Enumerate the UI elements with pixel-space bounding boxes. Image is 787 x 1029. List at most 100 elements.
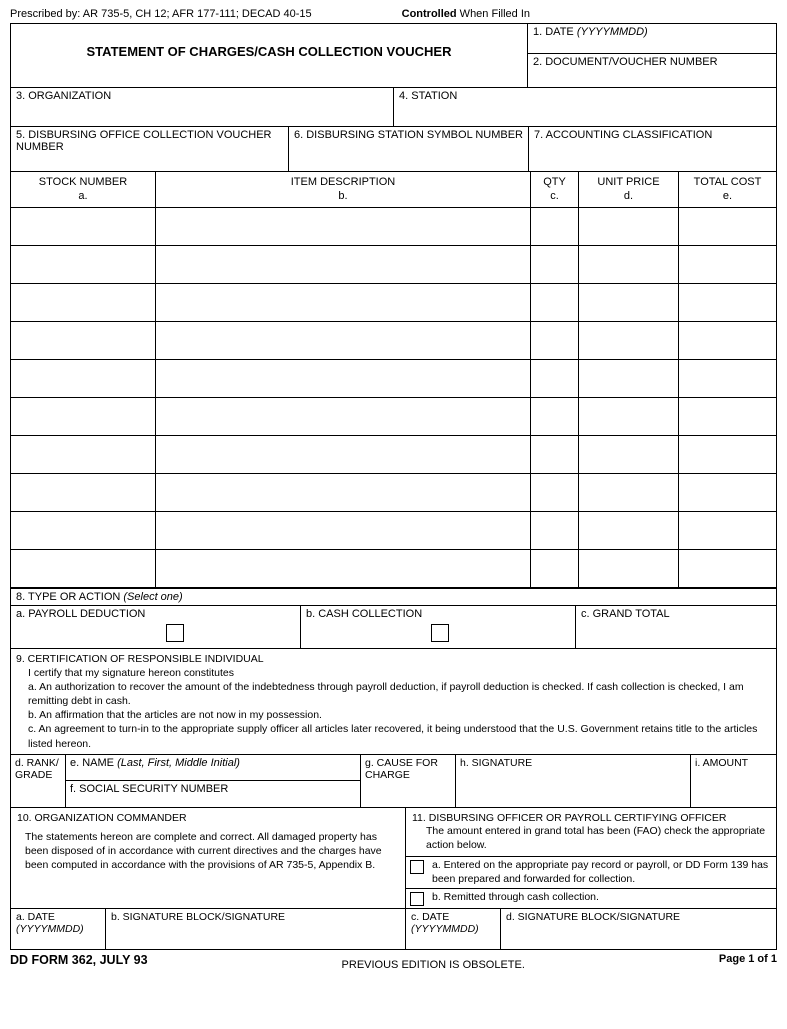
item-row[interactable] — [11, 284, 776, 322]
item-cell[interactable] — [156, 512, 531, 549]
item-cell[interactable] — [679, 284, 776, 321]
item-cell[interactable] — [579, 208, 679, 245]
section11-header: 11. DISBURSING OFFICER OR PAYROLL CERTIF… — [406, 808, 776, 857]
item-cell[interactable] — [679, 436, 776, 473]
item-cell[interactable] — [156, 436, 531, 473]
col-b-label: ITEM DESCRIPTION — [291, 176, 396, 188]
item-cell[interactable] — [531, 474, 579, 511]
field-grand-total[interactable]: c. GRAND TOTAL — [576, 606, 776, 648]
field-disbursing-voucher[interactable]: 5. DISBURSING OFFICE COLLECTION VOUCHER … — [11, 127, 289, 171]
field-date-c[interactable]: c. DATE(YYYYMMDD) — [406, 909, 501, 949]
field-ssn[interactable]: f. SOCIAL SECURITY NUMBER — [66, 781, 360, 807]
field-disbursing-symbol[interactable]: 6. DISBURSING STATION SYMBOL NUMBER — [289, 127, 529, 171]
col-total-cost: TOTAL COSTe. — [679, 172, 776, 207]
item-cell[interactable] — [156, 246, 531, 283]
option-11a[interactable]: a. Entered on the appropriate pay record… — [406, 857, 776, 889]
item-cell[interactable] — [679, 208, 776, 245]
col-c-sub: c. — [550, 190, 559, 202]
field-date-a[interactable]: a. DATE(YYYYMMDD) — [11, 909, 106, 949]
item-row[interactable] — [11, 550, 776, 588]
field-cause[interactable]: g. CAUSE FOR CHARGE — [361, 755, 456, 807]
payroll-label: a. PAYROLL DEDUCTION — [16, 608, 145, 620]
checkbox-payroll[interactable] — [166, 624, 184, 642]
option-cash-collection[interactable]: b. CASH COLLECTION — [301, 606, 576, 648]
option-11b[interactable]: b. Remitted through cash collection. — [406, 889, 776, 908]
item-cell[interactable] — [531, 436, 579, 473]
item-cell[interactable] — [156, 284, 531, 321]
field-signature-b[interactable]: b. SIGNATURE BLOCK/SIGNATURE — [106, 909, 406, 949]
item-cell[interactable] — [156, 398, 531, 435]
item-cell[interactable] — [531, 246, 579, 283]
checkbox-cash[interactable] — [431, 624, 449, 642]
section9-b: b. An affirmation that the articles are … — [16, 708, 771, 722]
item-cell[interactable] — [11, 246, 156, 283]
item-cell[interactable] — [679, 322, 776, 359]
item-cell[interactable] — [579, 474, 679, 511]
date-a-label: a. DATE — [16, 911, 55, 923]
controlled-bold: Controlled — [402, 8, 457, 20]
item-cell[interactable] — [11, 512, 156, 549]
item-cell[interactable] — [11, 436, 156, 473]
item-cell[interactable] — [579, 512, 679, 549]
item-cell[interactable] — [156, 208, 531, 245]
item-row[interactable] — [11, 436, 776, 474]
field-station[interactable]: 4. STATION — [394, 88, 776, 126]
item-cell[interactable] — [531, 322, 579, 359]
field-document-number[interactable]: 2. DOCUMENT/VOUCHER NUMBER — [528, 54, 776, 87]
item-row[interactable] — [11, 512, 776, 550]
item-cell[interactable] — [531, 208, 579, 245]
item-cell[interactable] — [579, 550, 679, 587]
item-row[interactable] — [11, 360, 776, 398]
section9-certification: 9. CERTIFICATION OF RESPONSIBLE INDIVIDU… — [11, 648, 776, 754]
item-cell[interactable] — [679, 360, 776, 397]
field-signature-d[interactable]: d. SIGNATURE BLOCK/SIGNATURE — [501, 909, 776, 949]
item-row[interactable] — [11, 474, 776, 512]
item-cell[interactable] — [679, 398, 776, 435]
item-row[interactable] — [11, 246, 776, 284]
item-cell[interactable] — [531, 398, 579, 435]
header-right-col: 1. DATE (YYYYMMDD) 2. DOCUMENT/VOUCHER N… — [528, 24, 776, 87]
option-payroll-deduction[interactable]: a. PAYROLL DEDUCTION — [11, 606, 301, 648]
controlled-rest: When Filled In — [457, 8, 530, 20]
field-rank-grade[interactable]: d. RANK/ GRADE — [11, 755, 66, 807]
field-name[interactable]: e. NAME (Last, First, Middle Initial) — [66, 755, 360, 781]
item-cell[interactable] — [156, 360, 531, 397]
field-amount[interactable]: i. AMOUNT — [691, 755, 776, 807]
item-cell[interactable] — [579, 322, 679, 359]
item-cell[interactable] — [156, 474, 531, 511]
field-accounting-class[interactable]: 7. ACCOUNTING CLASSIFICATION — [529, 127, 776, 171]
item-cell[interactable] — [156, 322, 531, 359]
item-cell[interactable] — [11, 398, 156, 435]
item-cell[interactable] — [679, 246, 776, 283]
item-cell[interactable] — [679, 512, 776, 549]
cash-label: b. CASH COLLECTION — [306, 608, 422, 620]
col-d-sub: d. — [624, 190, 633, 202]
item-row[interactable] — [11, 208, 776, 246]
item-cell[interactable] — [679, 550, 776, 587]
item-cell[interactable] — [11, 360, 156, 397]
item-cell[interactable] — [11, 284, 156, 321]
item-row[interactable] — [11, 322, 776, 360]
item-cell[interactable] — [531, 512, 579, 549]
item-cell[interactable] — [679, 474, 776, 511]
field-organization[interactable]: 3. ORGANIZATION — [11, 88, 394, 126]
item-cell[interactable] — [579, 360, 679, 397]
checkbox-11b[interactable] — [410, 892, 424, 906]
footer: DD FORM 362, JULY 93 PREVIOUS EDITION IS… — [10, 953, 777, 971]
item-cell[interactable] — [11, 208, 156, 245]
field-signature-h[interactable]: h. SIGNATURE — [456, 755, 691, 807]
checkbox-11a[interactable] — [410, 860, 424, 874]
item-cell[interactable] — [11, 474, 156, 511]
item-cell[interactable] — [11, 322, 156, 359]
item-cell[interactable] — [579, 284, 679, 321]
item-cell[interactable] — [11, 550, 156, 587]
item-row[interactable] — [11, 398, 776, 436]
item-cell[interactable] — [531, 284, 579, 321]
field-date[interactable]: 1. DATE (YYYYMMDD) — [528, 24, 776, 54]
item-cell[interactable] — [579, 436, 679, 473]
item-cell[interactable] — [156, 550, 531, 587]
item-cell[interactable] — [531, 360, 579, 397]
item-cell[interactable] — [579, 246, 679, 283]
item-cell[interactable] — [531, 550, 579, 587]
item-cell[interactable] — [579, 398, 679, 435]
